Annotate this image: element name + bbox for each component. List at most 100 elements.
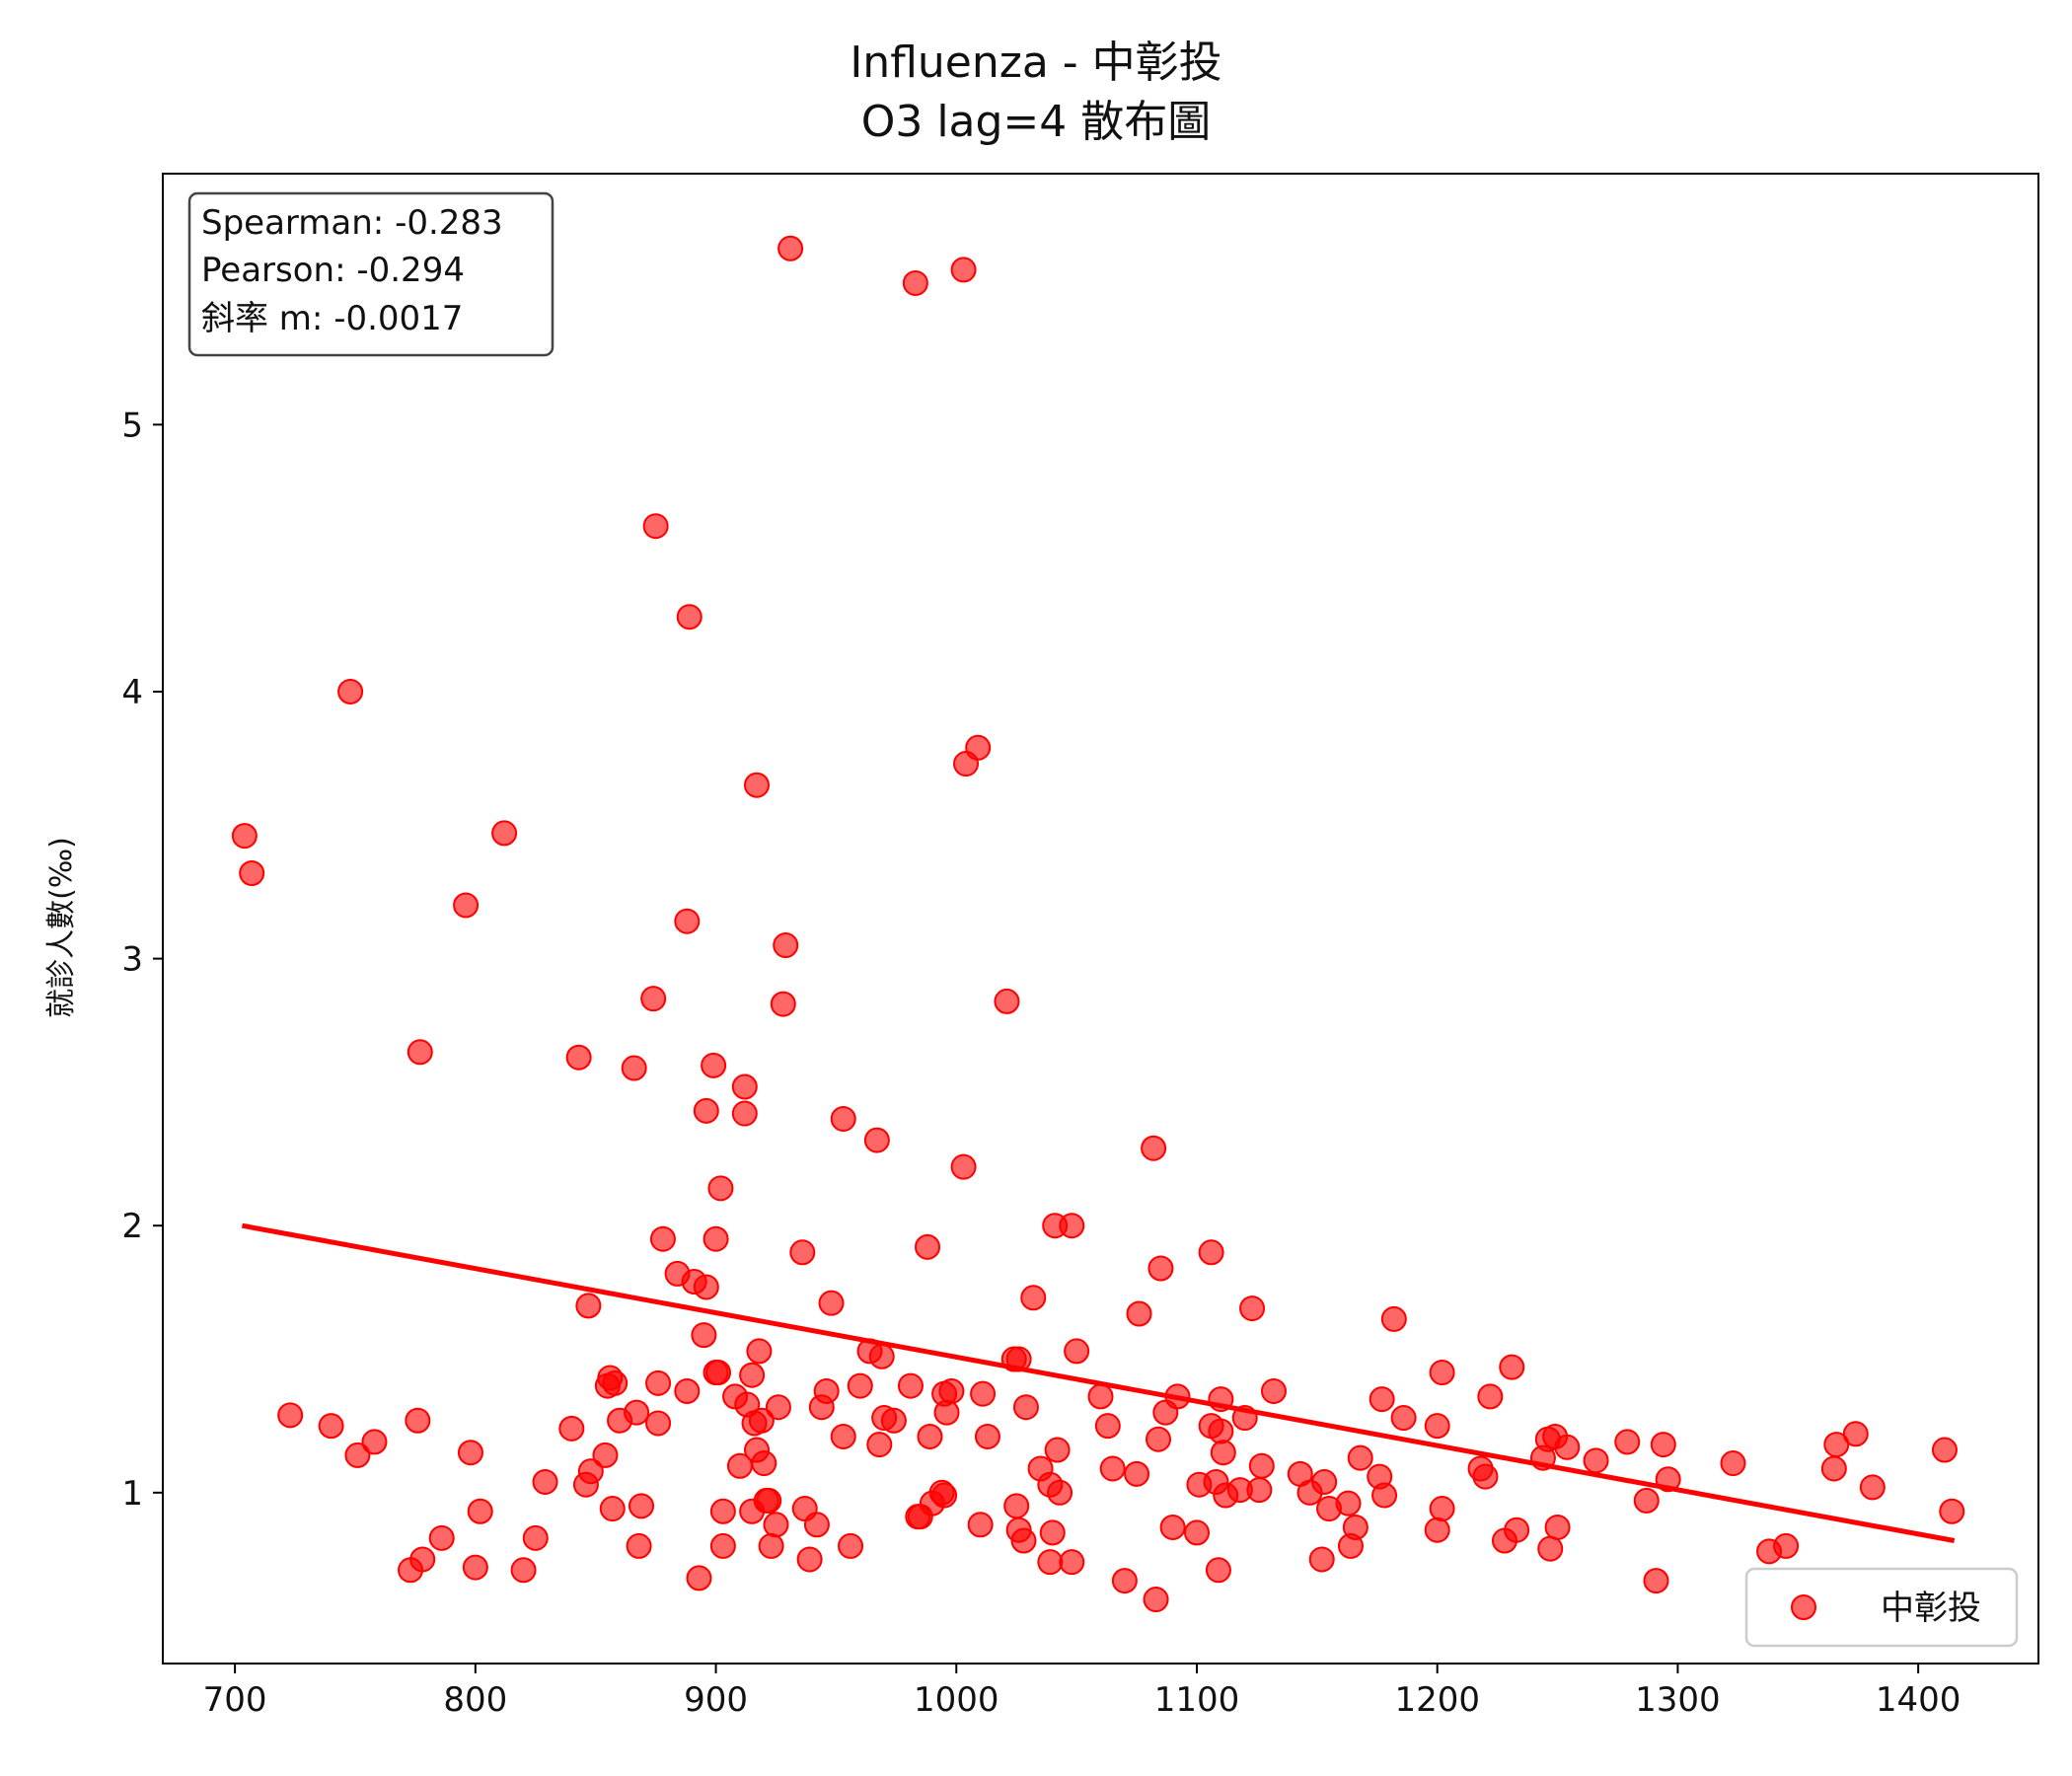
legend: 中彰投: [1744, 1567, 2019, 1648]
spearman-text: Spearman: -0.283: [201, 203, 503, 243]
chart-title: Influenza - 中彰投: [850, 37, 1221, 88]
data-point: [751, 1450, 777, 1477]
data-point: [709, 1498, 736, 1524]
data-point: [1094, 1413, 1121, 1440]
data-point: [405, 1407, 431, 1434]
data-point: [1371, 1482, 1398, 1509]
data-point: [868, 1343, 895, 1369]
data-point: [628, 1493, 654, 1519]
data-point: [866, 1432, 893, 1458]
data-point: [1205, 1557, 1231, 1584]
data-point: [902, 269, 928, 296]
data-point: [1311, 1468, 1338, 1495]
y-axis-label: 就診人數(‰): [44, 837, 79, 1018]
data-point: [1308, 1546, 1335, 1573]
data-point: [1335, 1490, 1362, 1517]
data-point: [467, 1498, 493, 1524]
x-axis: 700 800 900 1000 1100 1200 1300 1400: [203, 1664, 1961, 1720]
y-tick-label: 2: [121, 1207, 143, 1246]
data-point: [592, 1442, 619, 1468]
data-point: [813, 1377, 840, 1404]
data-point: [830, 1105, 856, 1132]
data-point: [1124, 1460, 1150, 1487]
x-tick-label: 900: [684, 1680, 748, 1720]
data-point: [1633, 1487, 1660, 1514]
y-axis: 1 2 3 4 5: [121, 406, 163, 1514]
data-point: [558, 1415, 585, 1442]
data-point: [626, 1532, 652, 1559]
slope-text: 斜率 m: -0.0017: [201, 299, 463, 338]
data-point: [1472, 1463, 1499, 1490]
data-point: [1039, 1519, 1066, 1546]
data-point: [763, 1512, 789, 1538]
data-point: [703, 1225, 729, 1252]
data-point: [1087, 1383, 1114, 1410]
data-point: [344, 1442, 371, 1468]
x-tick-label: 1300: [1635, 1680, 1721, 1720]
data-point: [674, 908, 701, 934]
data-point: [640, 986, 667, 1012]
data-point: [709, 1532, 736, 1559]
data-point: [777, 235, 804, 261]
data-point: [1147, 1255, 1174, 1282]
data-point: [457, 1440, 483, 1466]
data-point: [756, 1487, 782, 1514]
y-tick-label: 3: [121, 940, 143, 980]
data-point: [1820, 1455, 1847, 1482]
data-point: [1047, 1479, 1073, 1506]
data-point: [1643, 1568, 1669, 1594]
data-point: [462, 1554, 488, 1581]
data-point: [1239, 1295, 1266, 1322]
data-point: [1554, 1434, 1581, 1460]
data-point: [830, 1423, 856, 1449]
data-point: [1010, 1527, 1037, 1554]
data-point: [1823, 1432, 1850, 1458]
data-point: [770, 991, 796, 1017]
data-point: [565, 1044, 592, 1071]
data-point: [1037, 1549, 1064, 1576]
data-point: [1208, 1418, 1234, 1444]
data-point: [707, 1175, 734, 1202]
data-point: [361, 1429, 388, 1455]
data-point: [994, 988, 1020, 1014]
data-point: [743, 772, 770, 798]
data-point: [1859, 1474, 1886, 1501]
data-point: [1099, 1455, 1126, 1482]
data-point: [746, 1338, 773, 1365]
data-point: [231, 823, 258, 850]
x-tick-label: 1000: [914, 1680, 999, 1720]
plot-frame: [162, 173, 2039, 1665]
data-point: [965, 734, 992, 761]
data-point: [938, 1377, 965, 1404]
pearson-text: Pearson: -0.294: [201, 251, 465, 290]
data-point: [1537, 1535, 1564, 1562]
data-point: [1390, 1405, 1417, 1432]
data-point: [1544, 1514, 1571, 1540]
data-point: [967, 1512, 994, 1538]
data-point: [1246, 1477, 1273, 1504]
legend-label: 中彰投: [1881, 1589, 1981, 1628]
data-point: [1059, 1213, 1085, 1239]
data-point: [1248, 1452, 1275, 1479]
data-point: [428, 1524, 455, 1551]
data-point: [818, 1290, 845, 1316]
data-point: [1044, 1437, 1071, 1463]
data-point: [731, 1100, 758, 1127]
data-point: [1111, 1568, 1138, 1594]
data-point: [575, 1293, 602, 1319]
data-point: [409, 1546, 436, 1573]
data-point: [602, 1369, 629, 1396]
data-point: [1650, 1432, 1676, 1458]
data-point: [1614, 1429, 1641, 1455]
data-point: [838, 1532, 864, 1559]
data-point: [693, 1274, 719, 1300]
data-point: [1342, 1514, 1369, 1540]
data-point: [765, 1394, 791, 1421]
data-point: [1183, 1519, 1210, 1546]
data-point: [1012, 1394, 1039, 1421]
data-point: [796, 1546, 823, 1573]
data-point: [453, 892, 480, 919]
data-point: [970, 1380, 997, 1407]
